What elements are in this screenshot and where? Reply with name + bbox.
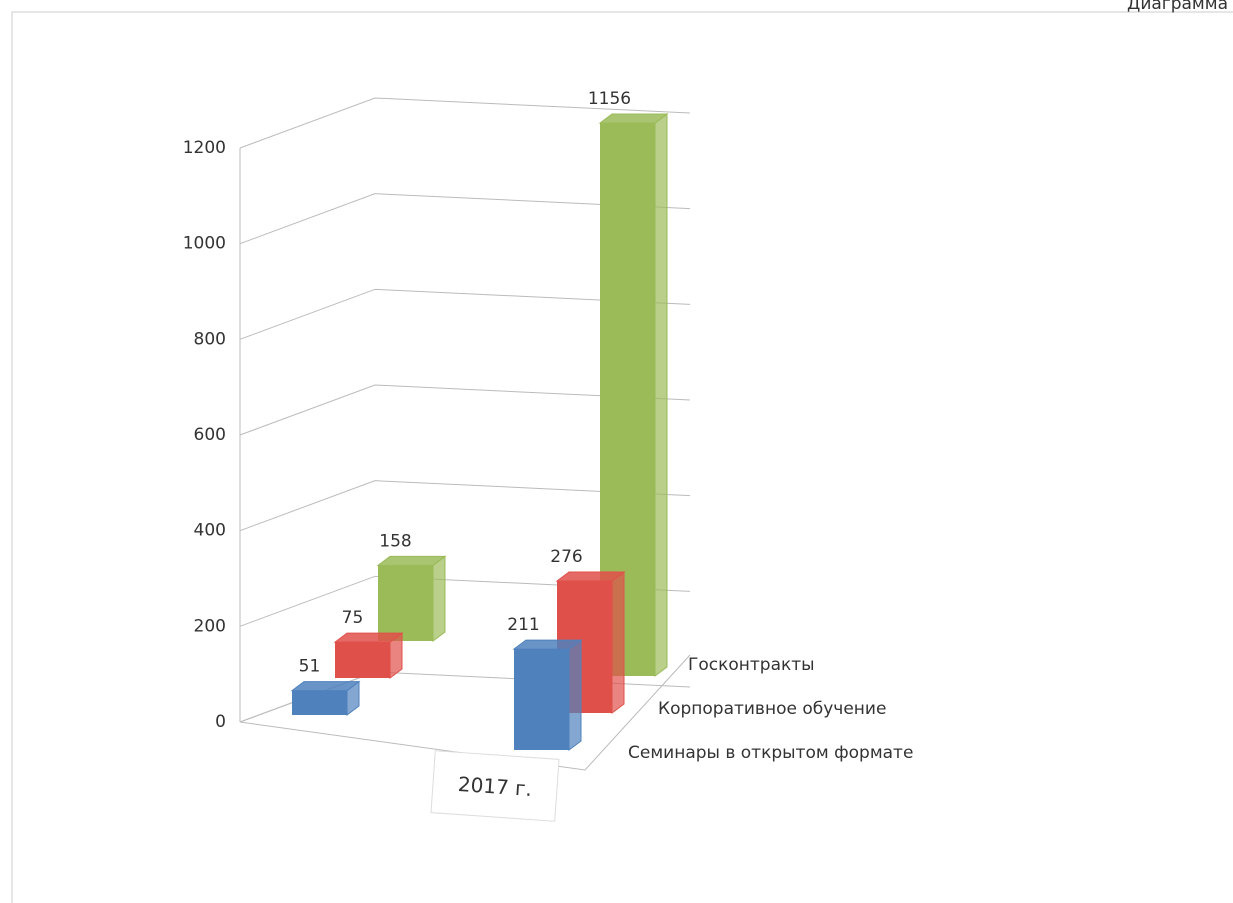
bar-top xyxy=(376,555,447,566)
y-tick-label: 1200 xyxy=(183,138,226,158)
legend-label: Корпоративное обучение xyxy=(658,699,886,719)
y-tick-label: 400 xyxy=(194,521,226,541)
grid-line xyxy=(239,384,691,436)
bar-top xyxy=(290,681,361,692)
bar xyxy=(335,642,390,678)
bar-side xyxy=(568,639,582,751)
grid-line xyxy=(239,480,691,532)
data-label: 276 xyxy=(550,547,582,567)
grid-line xyxy=(239,288,691,340)
legend-label: Семинары в открытом формате xyxy=(628,743,913,763)
y-tick-label: 1000 xyxy=(183,234,226,254)
grid-line xyxy=(239,97,691,149)
data-label: 158 xyxy=(379,531,411,551)
y-tick-label: 200 xyxy=(194,616,226,636)
data-label: 211 xyxy=(507,615,539,635)
bar xyxy=(378,565,433,641)
chart-frame xyxy=(11,11,1233,903)
bar-top xyxy=(555,571,626,582)
bar-top xyxy=(333,632,404,643)
y-tick-label: 600 xyxy=(194,425,226,445)
y-tick-label: 800 xyxy=(194,329,226,349)
bar-side xyxy=(432,555,446,642)
data-label: 51 xyxy=(299,657,321,677)
legend-label: Госконтракты xyxy=(688,655,815,675)
y-tick-label: 0 xyxy=(215,712,226,732)
x-tick-label: 2017 г. xyxy=(457,772,533,801)
category-box xyxy=(430,750,560,822)
chart-title: Диаграмма xyxy=(1127,0,1228,14)
bar-side xyxy=(611,570,625,714)
bar-top xyxy=(598,113,669,124)
bar-side xyxy=(654,113,668,677)
bar-top xyxy=(512,639,583,650)
data-label: 75 xyxy=(342,608,364,628)
data-label: 1156 xyxy=(588,89,631,109)
floor-edge xyxy=(239,654,691,771)
bar xyxy=(514,649,569,750)
grid-line xyxy=(239,193,691,245)
bar xyxy=(292,690,347,715)
